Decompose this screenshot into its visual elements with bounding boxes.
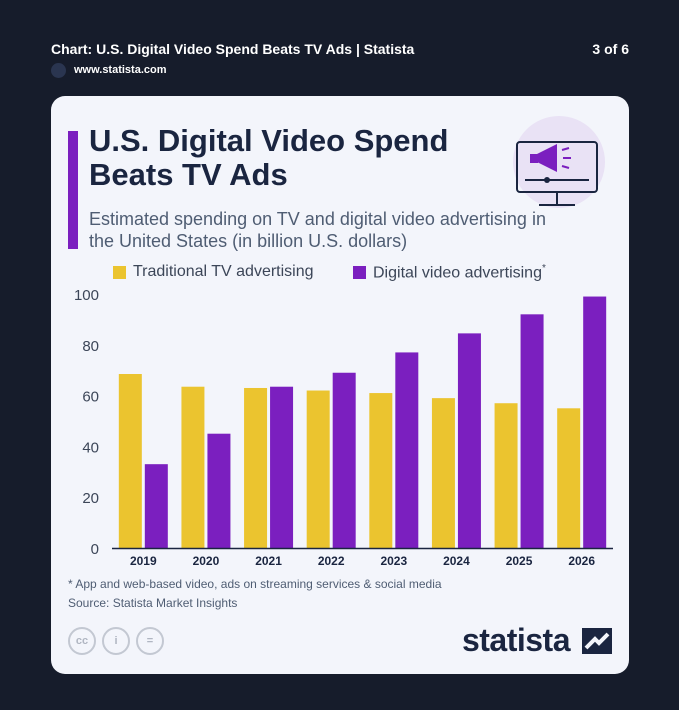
bar-tv [181,386,205,548]
x-tick-label: 2024 [443,554,470,568]
y-tick-label: 60 [82,389,99,406]
bar-tv [306,390,330,548]
bar-digital [520,314,544,548]
bar-digital [207,433,231,548]
x-tick-label: 2025 [506,554,533,568]
chart-subtitle: Estimated spending on TV and digital vid… [89,209,546,251]
bar-digital [457,333,481,548]
chart-title: U.S. Digital Video Spend Beats TV Ads [89,123,449,192]
y-tick-label: 100 [74,287,99,304]
legend-asterisk: * [541,263,546,274]
bar-tv [369,393,393,548]
bar-digital [270,386,294,548]
page-title: Chart: U.S. Digital Video Spend Beats TV… [51,41,415,57]
x-tick-label: 2023 [380,554,407,568]
bar-tv [118,374,142,548]
statista-logo-icon [582,628,612,654]
y-tick-label: 0 [91,541,99,558]
legend-label-tv: Traditional TV advertising [133,263,314,280]
chart-footnote: * App and web-based video, ads on stream… [68,577,442,591]
bar-tv [557,408,581,548]
x-tick-label: 2020 [193,554,220,568]
bar-chart: 0 20 40 60 80 100 2019 2020 2021 2022 2023 2024 2025… [74,287,613,568]
attribution-icon[interactable]: i [102,627,130,655]
top-bar: Chart: U.S. Digital Video Spend Beats TV… [0,0,679,95]
bar-digital [583,296,607,548]
bar-digital [332,372,356,548]
x-tick-label: 2026 [568,554,595,568]
legend-swatch-digital [353,266,366,279]
x-tick-label: 2021 [255,554,282,568]
y-tick-label: 40 [82,439,99,456]
bar-tv [494,403,518,548]
chart-card: U.S. Digital Video Spend Beats TV Ads Es… [51,96,629,674]
bar-tv [244,387,268,548]
bar-digital [395,352,419,548]
tv-megaphone-icon [513,116,605,208]
page-indicator: 3 of 6 [592,41,629,57]
brand-wordmark: statista [461,622,571,658]
site-url[interactable]: www.statista.com [74,64,167,76]
legend-label-digital-text: Digital video advertising [373,264,542,282]
no-derivatives-icon[interactable]: = [136,627,164,655]
y-tick-label: 80 [82,338,99,355]
legend-swatch-tv [113,266,126,279]
bar-tv [431,398,455,548]
site-favicon-icon [51,63,66,78]
y-tick-label: 20 [82,490,99,507]
x-tick-label: 2022 [318,554,345,568]
title-accent-bar [68,131,78,249]
cc-icon[interactable]: cc [68,627,96,655]
bar-digital [144,464,168,548]
legend-label-digital: Digital video advertising* [373,263,546,282]
chart-source: Source: Statista Market Insights [68,596,238,610]
x-tick-label: 2019 [130,554,157,568]
